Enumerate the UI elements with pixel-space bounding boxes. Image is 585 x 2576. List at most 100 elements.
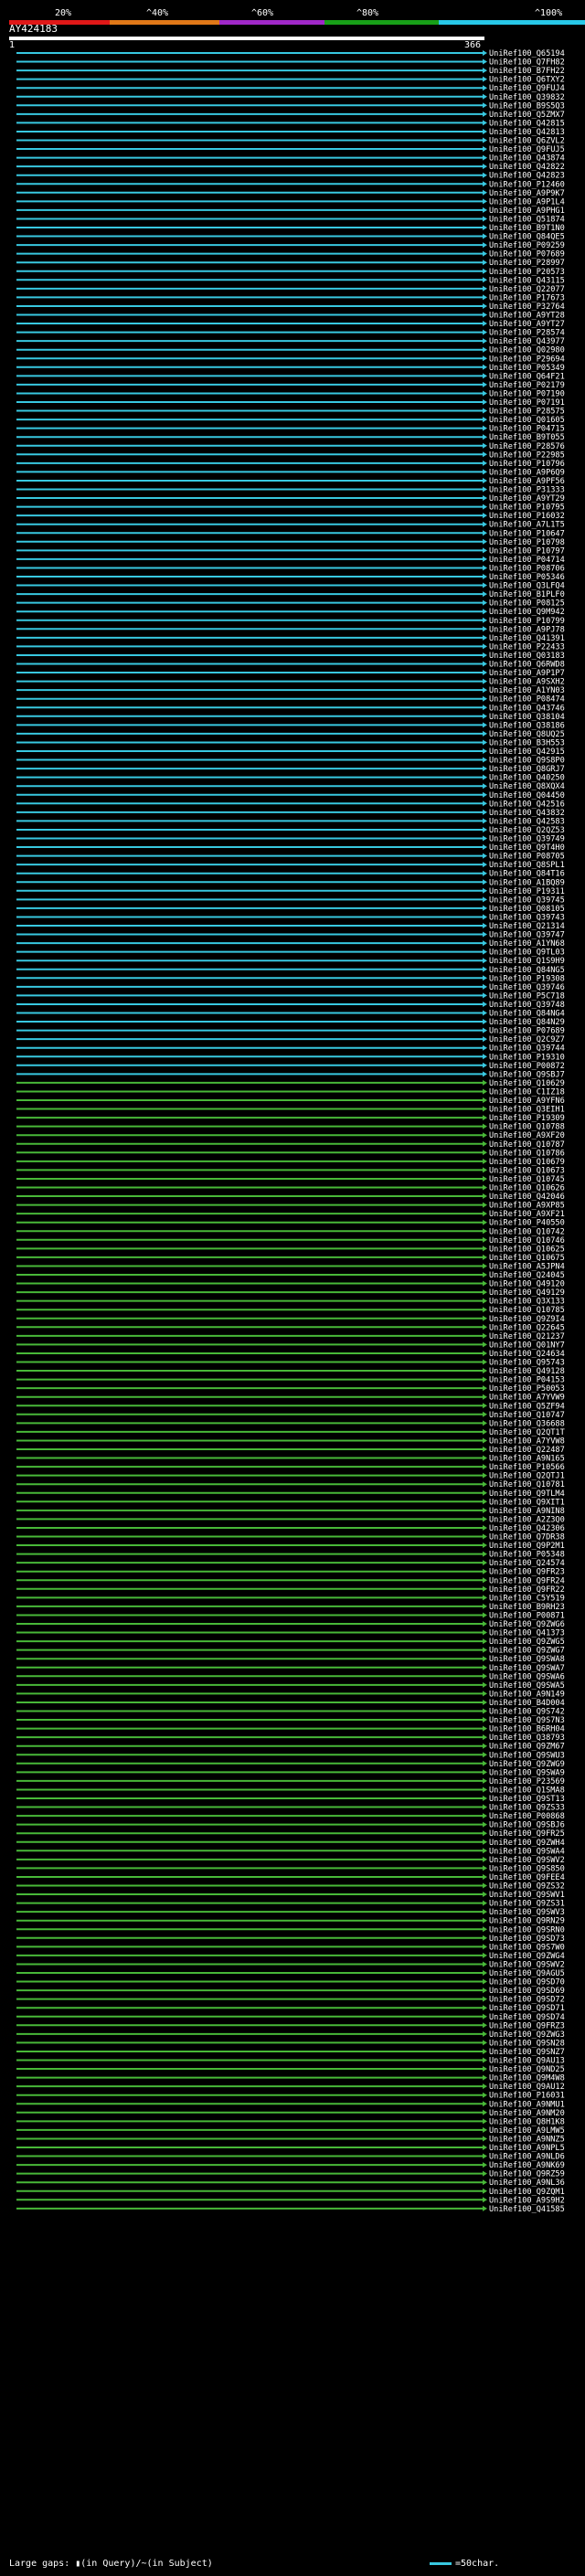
- hit-label[interactable]: UniRef100_A9PF56: [489, 477, 565, 486]
- hit-label[interactable]: UniRef100_Q9P2M1: [489, 1542, 565, 1551]
- hit-label[interactable]: UniRef100_P10796: [489, 460, 565, 469]
- hit-label[interactable]: UniRef100_P40550: [489, 1219, 565, 1228]
- hit-label[interactable]: UniRef100_Q9SWA7: [489, 1664, 565, 1673]
- hit-label[interactable]: UniRef100_Q9SWA6: [489, 1672, 565, 1681]
- hit-label[interactable]: UniRef100_Q9SWA9: [489, 1768, 565, 1777]
- hit-label[interactable]: UniRef100_Q21314: [489, 922, 565, 931]
- hit-label[interactable]: UniRef100_Q9SNZ7: [489, 2048, 565, 2057]
- hit-label[interactable]: UniRef100_Q42823: [489, 172, 565, 181]
- hit-label[interactable]: UniRef100_Q9SWA4: [489, 1847, 565, 1856]
- hit-label[interactable]: UniRef100_Q84N29: [489, 1018, 565, 1027]
- hit-label[interactable]: UniRef100_Q9FRZ3: [489, 2021, 565, 2030]
- hit-label[interactable]: UniRef100_P20573: [489, 268, 565, 277]
- hit-label[interactable]: UniRef100_C1IZ18: [489, 1087, 565, 1097]
- hit-label[interactable]: UniRef100_Q49128: [489, 1367, 565, 1376]
- hit-label[interactable]: UniRef100_Q49129: [489, 1288, 565, 1298]
- hit-label[interactable]: UniRef100_Q21237: [489, 1332, 565, 1341]
- hit-label[interactable]: UniRef100_Q9M942: [489, 608, 565, 617]
- hit-label[interactable]: UniRef100_A9S9H2: [489, 2196, 565, 2205]
- hit-label[interactable]: UniRef100_Q3X133: [489, 1298, 565, 1307]
- hit-label[interactable]: UniRef100_A9PJ78: [489, 625, 565, 634]
- hit-label[interactable]: UniRef100_P5C718: [489, 991, 565, 1001]
- hit-label[interactable]: UniRef100_A9P1P7: [489, 669, 565, 678]
- hit-label[interactable]: UniRef100_A9N149: [489, 1690, 565, 1699]
- hit-label[interactable]: UniRef100_Q03183: [489, 652, 565, 661]
- hit-label[interactable]: UniRef100_P09259: [489, 241, 565, 250]
- hit-label[interactable]: UniRef100_Q9S7N3: [489, 1716, 565, 1725]
- hit-label[interactable]: UniRef100_A7YVW8: [489, 1436, 565, 1446]
- hit-label[interactable]: UniRef100_Q8GRJ7: [489, 765, 565, 774]
- hit-label[interactable]: UniRef100_P08474: [489, 695, 565, 705]
- hit-label[interactable]: UniRef100_P28997: [489, 259, 565, 268]
- hit-label[interactable]: UniRef100_P04153: [489, 1376, 565, 1385]
- hit-label[interactable]: UniRef100_P07689: [489, 250, 565, 260]
- hit-label[interactable]: UniRef100_P00871: [489, 1611, 565, 1620]
- hit-label[interactable]: UniRef100_Q9FR25: [489, 1829, 565, 1839]
- hit-label[interactable]: UniRef100_Q9SN28: [489, 2039, 565, 2048]
- hit-label[interactable]: UniRef100_B6RH04: [489, 1725, 565, 1734]
- hit-label[interactable]: UniRef100_Q3EIH1: [489, 1106, 565, 1115]
- hit-label[interactable]: UniRef100_A9NK69: [489, 2161, 565, 2170]
- hit-label[interactable]: UniRef100_P10647: [489, 529, 565, 538]
- hit-label[interactable]: UniRef100_Q5ZF94: [489, 1402, 565, 1411]
- hit-label[interactable]: UniRef100_Q9SWV2: [489, 1856, 565, 1865]
- hit-label[interactable]: UniRef100_Q8XQX4: [489, 782, 565, 791]
- hit-label[interactable]: UniRef100_Q9ZS31: [489, 1900, 565, 1909]
- hit-label[interactable]: UniRef100_P50053: [489, 1384, 565, 1394]
- hit-label[interactable]: UniRef100_Q6RWD8: [489, 661, 565, 670]
- hit-label[interactable]: UniRef100_Q65194: [489, 49, 565, 58]
- hit-label[interactable]: UniRef100_Q10781: [489, 1480, 565, 1489]
- hit-label[interactable]: UniRef100_Q36688: [489, 1419, 565, 1428]
- hit-label[interactable]: UniRef100_Q84NG5: [489, 966, 565, 975]
- hit-label[interactable]: UniRef100_Q10747: [489, 1411, 565, 1420]
- hit-label[interactable]: UniRef100_Q49120: [489, 1280, 565, 1289]
- hit-label[interactable]: UniRef100_Q9TLM4: [489, 1489, 565, 1499]
- hit-label[interactable]: UniRef100_P10795: [489, 504, 565, 513]
- hit-label[interactable]: UniRef100_Q9ZWG3: [489, 2030, 565, 2040]
- hit-label[interactable]: UniRef100_Q84NG4: [489, 1010, 565, 1019]
- hit-label[interactable]: UniRef100_Q38793: [489, 1733, 565, 1743]
- hit-label[interactable]: UniRef100_P31333: [489, 486, 565, 495]
- hit-label[interactable]: UniRef100_A9NNZ5: [489, 2135, 565, 2144]
- hit-label[interactable]: UniRef100_P10798: [489, 538, 565, 547]
- hit-label[interactable]: UniRef100_A9YFN6: [489, 1097, 565, 1106]
- hit-label[interactable]: UniRef100_P07689: [489, 1027, 565, 1036]
- hit-label[interactable]: UniRef100_C5Y519: [489, 1594, 565, 1603]
- hit-label[interactable]: UniRef100_Q43115: [489, 276, 565, 285]
- hit-label[interactable]: UniRef100_A9NPL5: [489, 2144, 565, 2153]
- hit-label[interactable]: UniRef100_Q9SBJ7: [489, 1070, 565, 1079]
- hit-label[interactable]: UniRef100_B4D004: [489, 1699, 565, 1708]
- hit-label[interactable]: UniRef100_Q9ZQM1: [489, 2188, 565, 2197]
- hit-label[interactable]: UniRef100_B9S5Q3: [489, 101, 565, 111]
- hit-label[interactable]: UniRef100_Q9ZM67: [489, 1743, 565, 1752]
- hit-label[interactable]: UniRef100_Q01605: [489, 416, 565, 425]
- hit-label[interactable]: UniRef100_A9YT29: [489, 494, 565, 504]
- hit-label[interactable]: UniRef100_P04715: [489, 425, 565, 434]
- hit-label[interactable]: UniRef100_Q2QTJ1: [489, 1472, 565, 1481]
- hit-label[interactable]: UniRef100_Q8UQ25: [489, 730, 565, 739]
- hit-label[interactable]: UniRef100_P19310: [489, 1053, 565, 1062]
- hit-label[interactable]: UniRef100_Q64F21: [489, 372, 565, 381]
- hit-label[interactable]: UniRef100_Q10788: [489, 1123, 565, 1132]
- hit-label[interactable]: UniRef100_Q6TXY2: [489, 76, 565, 85]
- hit-label[interactable]: UniRef100_B1PLF0: [489, 590, 565, 599]
- hit-label[interactable]: UniRef100_P19308: [489, 974, 565, 983]
- hit-label[interactable]: UniRef100_Q10625: [489, 1245, 565, 1254]
- hit-label[interactable]: UniRef100_Q6ZVL2: [489, 137, 565, 146]
- hit-label[interactable]: UniRef100_P05349: [489, 364, 565, 373]
- hit-label[interactable]: UniRef100_Q22645: [489, 1323, 565, 1332]
- hit-label[interactable]: UniRef100_P19311: [489, 887, 565, 896]
- hit-label[interactable]: UniRef100_P10797: [489, 546, 565, 556]
- hit-label[interactable]: UniRef100_P04714: [489, 556, 565, 565]
- hit-label[interactable]: UniRef100_Q9ND25: [489, 2065, 565, 2074]
- hit-label[interactable]: UniRef100_P08705: [489, 853, 565, 862]
- hit-label[interactable]: UniRef100_Q9SD70: [489, 1978, 565, 1988]
- hit-label[interactable]: UniRef100_Q10675: [489, 1254, 565, 1263]
- hit-label[interactable]: UniRef100_P08125: [489, 599, 565, 609]
- hit-label[interactable]: UniRef100_Q9SWV3: [489, 1908, 565, 1917]
- hit-label[interactable]: UniRef100_Q95743: [489, 1359, 565, 1368]
- hit-label[interactable]: UniRef100_Q9SWA8: [489, 1655, 565, 1664]
- hit-label[interactable]: UniRef100_Q10626: [489, 1184, 565, 1193]
- hit-label[interactable]: UniRef100_Q7FH82: [489, 58, 565, 68]
- hit-label[interactable]: UniRef100_Q9FR23: [489, 1568, 565, 1577]
